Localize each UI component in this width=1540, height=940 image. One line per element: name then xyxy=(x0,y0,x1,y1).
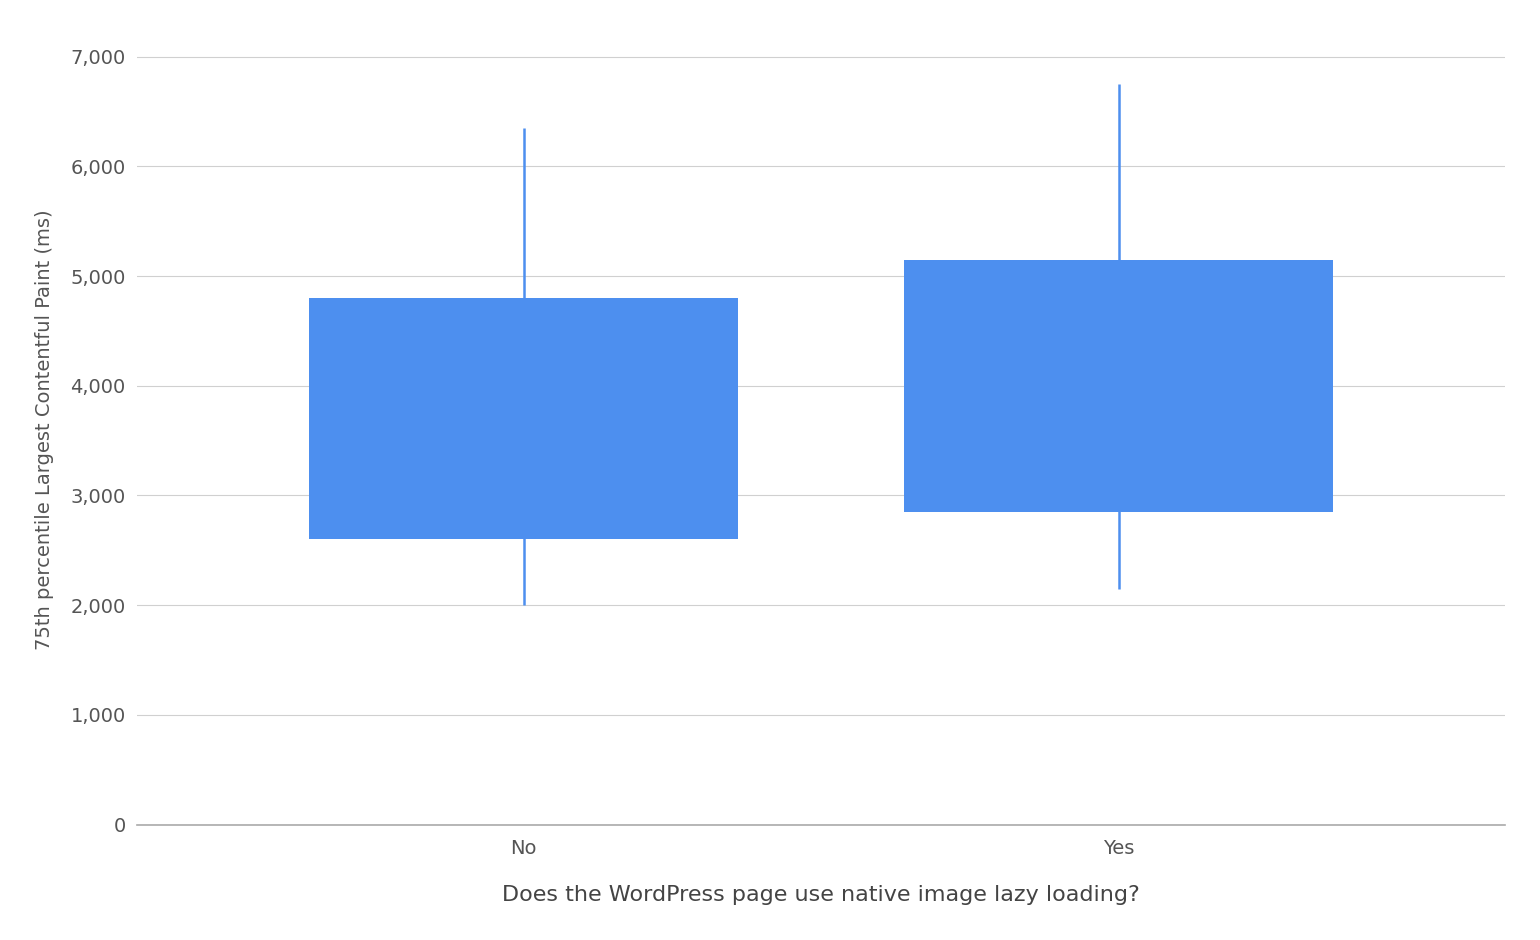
Bar xyxy=(904,259,1332,512)
Y-axis label: 75th percentile Largest Contentful Paint (ms): 75th percentile Largest Contentful Paint… xyxy=(35,210,54,650)
Bar xyxy=(310,298,738,540)
X-axis label: Does the WordPress page use native image lazy loading?: Does the WordPress page use native image… xyxy=(502,885,1140,905)
